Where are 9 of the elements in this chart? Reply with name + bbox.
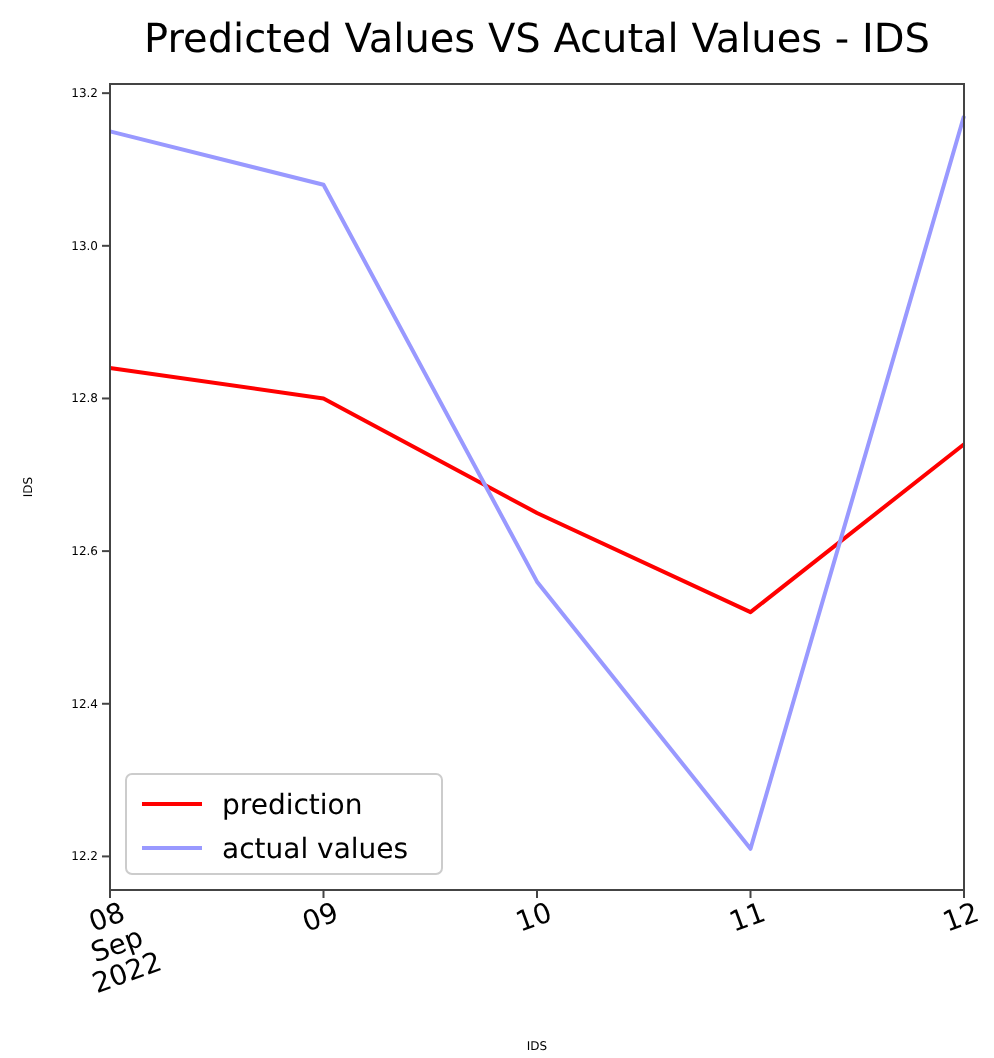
legend-label: actual values: [222, 833, 409, 866]
chart-title: Predicted Values VS Acutal Values - IDS: [144, 14, 930, 62]
line-series: [108, 365, 966, 615]
x-tick-label: 09: [298, 897, 343, 940]
x-tick-label: 12: [939, 897, 984, 940]
x-tick-label: 10: [512, 897, 557, 940]
x-tick-label: 11: [725, 897, 770, 940]
legend-label: prediction: [222, 789, 363, 822]
x-tick-label: 08 Sep 2022: [85, 897, 167, 1001]
